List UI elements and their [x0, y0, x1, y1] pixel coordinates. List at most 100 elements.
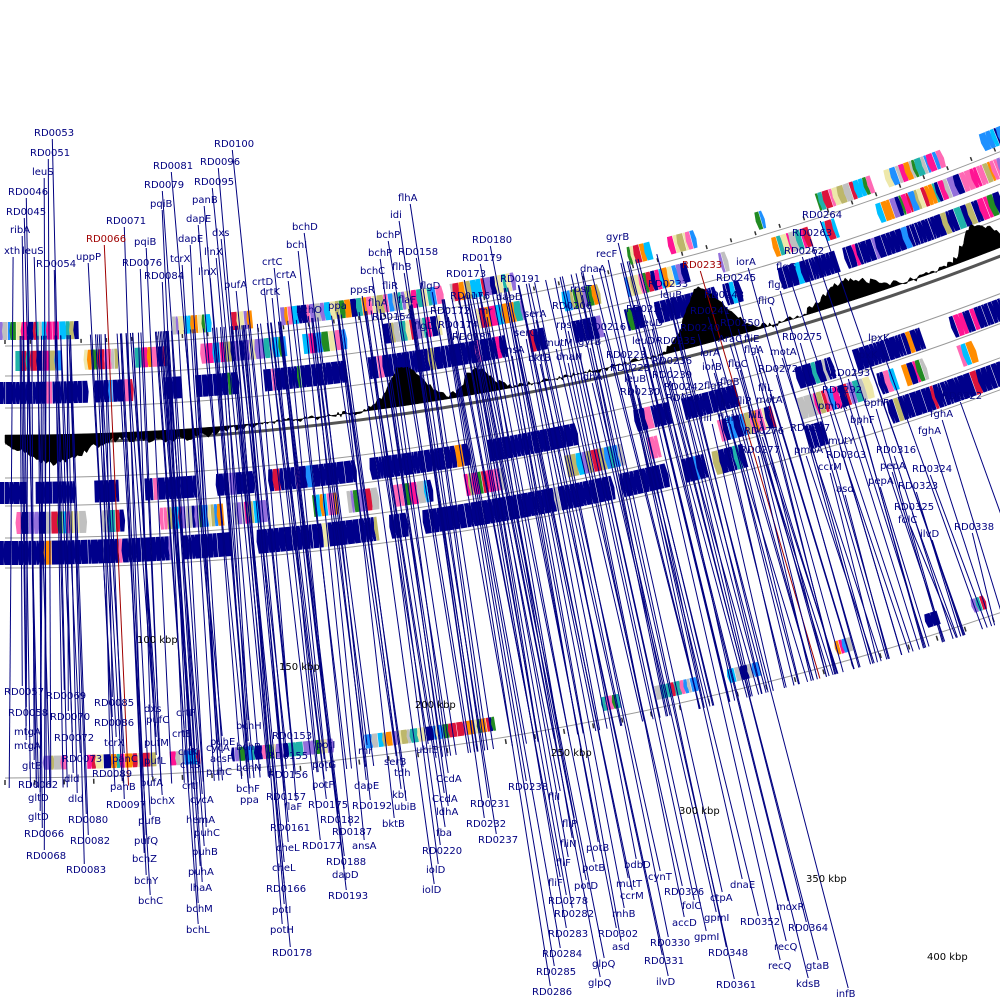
feature-arrow	[12, 481, 20, 504]
upper-gene-label: RD0250	[720, 318, 760, 329]
feature-arrow	[566, 290, 574, 311]
upper-gene-label: RD0243	[704, 290, 744, 301]
feature-arrow	[879, 371, 890, 394]
feature-arrow	[911, 223, 921, 245]
upper-gene-label: iorB	[702, 362, 722, 373]
feature-arrow	[917, 327, 927, 349]
feature-arrow	[963, 169, 976, 191]
upper-gene-label: dnaN	[556, 352, 582, 363]
feature-arrow	[980, 366, 994, 391]
leader-line	[769, 306, 872, 665]
lower-gene-label: panB	[110, 782, 136, 793]
upper-gene-label: RD0100	[214, 139, 254, 150]
upper-gene-label: leuD	[632, 336, 655, 347]
leader-line	[60, 335, 74, 774]
leader-line	[379, 309, 449, 807]
feature-arrow	[287, 366, 293, 389]
upper-gene-label: bphF	[864, 398, 889, 409]
leader-line	[517, 285, 669, 977]
feature-arrow	[865, 238, 878, 262]
feature-arrow	[474, 308, 482, 329]
lower-gene-label: RD0286	[532, 987, 572, 998]
leader-line	[779, 290, 888, 660]
feature-arrow	[632, 274, 643, 296]
feature-arrow	[973, 306, 985, 329]
lower-gene-label: moxR	[776, 902, 804, 913]
feature-arrow	[904, 331, 916, 354]
leader-line	[755, 355, 844, 673]
feature-arrow	[823, 358, 833, 380]
upper-gene-label: flgB	[704, 381, 724, 392]
upper-gene-label: linX	[204, 247, 223, 258]
lower-gene-label: bchZ	[132, 854, 157, 865]
tick-mark	[383, 312, 386, 317]
upper-gene-label: pepA	[880, 461, 906, 472]
feature-arrow	[907, 190, 920, 212]
lower-gene-label: bchH	[236, 721, 262, 732]
upper-gene-label: RD0076	[122, 258, 162, 269]
feature-arrow	[801, 364, 813, 387]
feature-arrow	[279, 468, 285, 491]
feature-arrow	[60, 755, 67, 770]
feature-arrow	[626, 307, 637, 331]
leader-line	[775, 374, 861, 668]
feature-arrow	[880, 200, 893, 222]
leader-line	[707, 316, 814, 681]
feature-arrow	[978, 132, 992, 152]
feature-arrow	[51, 540, 60, 565]
feature-arrow	[894, 196, 905, 217]
feature-arrow	[76, 380, 83, 404]
scale-label: 350 kbp	[806, 874, 847, 885]
feature-arrow	[814, 193, 823, 211]
leader-line	[669, 380, 760, 695]
tick-mark	[898, 183, 902, 188]
lower-gene-label: RD0072	[54, 733, 94, 744]
upper-gene-label: flhB	[392, 262, 412, 273]
feature-arrow	[920, 219, 932, 242]
feature-arrow	[323, 301, 332, 321]
upper-gene-label: RD0053	[34, 128, 74, 139]
feature-arrow	[820, 253, 832, 276]
feature-arrow	[965, 202, 979, 225]
leader-line	[20, 335, 27, 741]
upper-gene-label: RD0081	[153, 161, 193, 172]
lower-gene-label: fliI	[548, 792, 560, 803]
lower-gene-label: glpQ	[592, 959, 615, 970]
feature-arrow	[349, 298, 358, 318]
leader-line	[575, 273, 735, 980]
leader-line	[370, 310, 445, 794]
feature-arrow	[937, 179, 950, 201]
feature-arrow	[917, 221, 928, 243]
lower-gene-label: RD0166	[266, 884, 306, 895]
leader-line	[104, 334, 125, 800]
lower-gene-label: cycA	[190, 795, 214, 806]
leader-line	[755, 344, 855, 670]
feature-arrow	[163, 536, 170, 561]
feature-arrow	[626, 276, 634, 297]
scale-label: 250 kbp	[551, 748, 592, 759]
feature-arrow	[861, 376, 875, 400]
feature-arrow	[15, 511, 22, 534]
feature-arrow	[939, 381, 952, 406]
upper-gene-label: bphF	[850, 415, 875, 426]
feature-arrow	[179, 476, 188, 499]
feature-arrow	[484, 306, 492, 327]
feature-arrow	[514, 434, 522, 457]
feature-arrow	[924, 612, 934, 628]
feature-arrow	[956, 344, 968, 367]
feature-arrow	[698, 393, 707, 416]
feature-arrow	[905, 192, 914, 213]
leader-line	[338, 314, 402, 790]
feature-arrow	[48, 350, 57, 371]
feature-arrow	[806, 363, 817, 386]
leader-line	[458, 296, 567, 896]
upper-gene-label: flgC	[728, 359, 748, 370]
leader-line	[787, 272, 914, 652]
upper-gene-label: fliE	[744, 334, 759, 345]
lower-gene-label: puhE	[210, 737, 235, 748]
feature-arrow	[813, 421, 826, 447]
feature-arrow	[771, 236, 782, 258]
leader-line	[598, 268, 759, 917]
leader-line	[507, 302, 597, 732]
lower-gene-label: RD0057	[4, 687, 44, 698]
